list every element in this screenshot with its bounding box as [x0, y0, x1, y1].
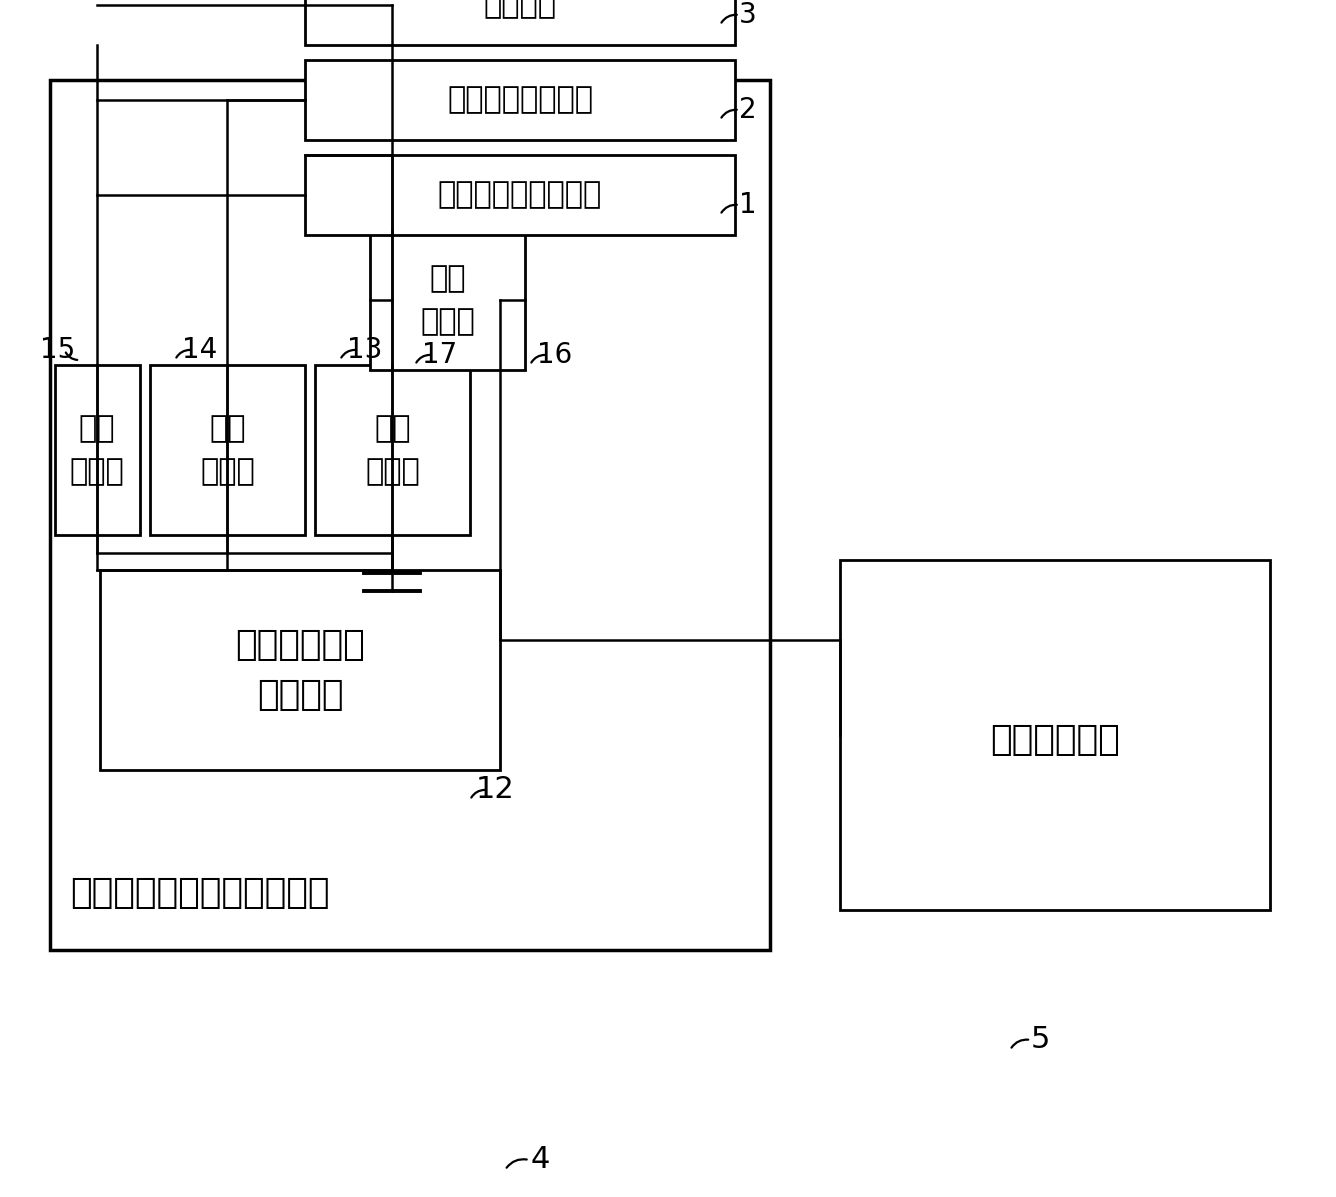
Text: 4: 4 — [530, 1146, 549, 1174]
Text: 轿厢意外移动判断控制装置: 轿厢意外移动判断控制装置 — [69, 876, 330, 910]
Text: 15: 15 — [40, 336, 76, 364]
Bar — [49, 80, 770, 950]
Bar — [55, 365, 140, 535]
Bar — [315, 365, 470, 535]
Text: 轿门开关: 轿门开关 — [484, 0, 557, 19]
Text: 位置检测器（各层）: 位置检测器（各层） — [438, 181, 603, 209]
Text: 第二
继电器: 第二 继电器 — [200, 414, 255, 486]
Text: 2: 2 — [739, 96, 756, 124]
Text: 17: 17 — [422, 341, 458, 369]
Bar — [150, 365, 305, 535]
Text: 层门开关（各层）: 层门开关（各层） — [448, 85, 593, 115]
Bar — [305, 60, 735, 140]
Text: 12: 12 — [476, 776, 514, 804]
Text: 第三
继电器: 第三 继电器 — [69, 414, 124, 486]
Text: 13: 13 — [347, 336, 382, 364]
Bar — [305, 0, 735, 45]
Text: 轿厢意外移动
判断回路: 轿厢意外移动 判断回路 — [235, 628, 365, 712]
Bar — [305, 154, 735, 235]
Text: 16: 16 — [537, 341, 573, 369]
Text: 待机型制动器: 待机型制动器 — [990, 723, 1120, 757]
Bar — [370, 230, 525, 370]
Text: 第一
继电器: 第一 继电器 — [366, 414, 421, 486]
Bar — [840, 560, 1271, 910]
Text: 3: 3 — [739, 1, 758, 29]
Text: 时间
继电器: 时间 继电器 — [421, 265, 476, 336]
Text: 5: 5 — [1030, 1026, 1050, 1055]
Text: 14: 14 — [183, 336, 218, 364]
Text: 1: 1 — [739, 192, 756, 219]
Bar — [100, 570, 500, 770]
